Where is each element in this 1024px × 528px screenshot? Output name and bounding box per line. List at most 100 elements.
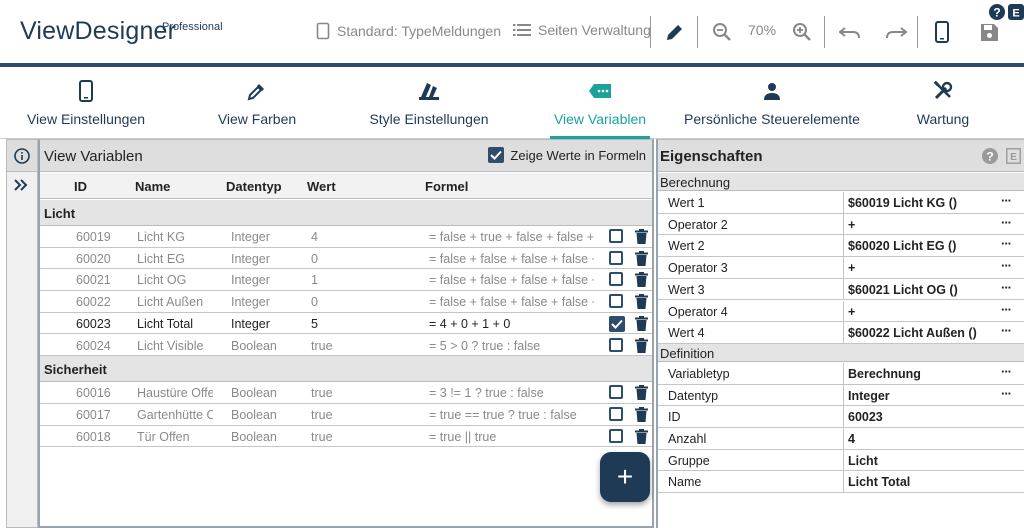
row-value: true	[311, 386, 333, 401]
checkbox[interactable]	[609, 250, 623, 265]
property-row[interactable]: Wert 1 $60019 Licht KG () ···	[658, 192, 1024, 214]
redo-icon[interactable]	[885, 24, 907, 40]
row-type: Integer	[231, 273, 270, 288]
show-values-toggle[interactable]: Zeige Werte in Formeln	[488, 147, 646, 163]
property-row[interactable]: Gruppe Licht	[658, 449, 1024, 472]
more-options-icon[interactable]: ···	[1001, 236, 1012, 252]
table-row[interactable]: 60024 Licht Visible Boolean true = 5 > 0…	[40, 335, 652, 357]
table-row[interactable]: 60023 Licht Total Integer 5 = 4 + 0 + 1 …	[40, 313, 652, 335]
property-row[interactable]: Variabletyp Berechnung ···	[658, 362, 1024, 385]
row-name: Licht EG	[137, 251, 185, 266]
tab-persoenliche-steuerelemente[interactable]: Persönliche Steuerelemente	[684, 67, 860, 139]
trash-icon[interactable]	[635, 337, 648, 353]
checkbox[interactable]	[609, 385, 623, 400]
tab-style-einstellungen[interactable]: Style Einstellungen	[364, 67, 494, 139]
tab-view-variablen[interactable]: View Variablen	[550, 67, 650, 139]
zoom-in-icon[interactable]	[792, 22, 812, 42]
row-id: 60021	[76, 273, 111, 288]
trash-icon[interactable]	[635, 229, 648, 244]
expand-icon[interactable]	[14, 178, 28, 196]
checkbox[interactable]	[609, 294, 623, 309]
property-row[interactable]: Anzahl 4	[658, 428, 1024, 450]
tab-view-einstellungen[interactable]: View Einstellungen	[22, 67, 150, 139]
add-variable-button[interactable]: +	[600, 452, 650, 502]
row-type: Integer	[231, 316, 270, 331]
row-value: 0	[311, 251, 318, 266]
standard-view-button[interactable]: Standard: TypeMeldungen	[316, 22, 501, 40]
property-row[interactable]: Name Licht Total	[658, 471, 1024, 494]
pencil-icon[interactable]	[665, 22, 685, 42]
property-row[interactable]: Wert 2 $60020 Licht EG () ···	[658, 235, 1024, 258]
row-type: Integer	[231, 230, 270, 244]
trash-icon[interactable]	[635, 272, 648, 288]
info-icon	[14, 147, 30, 164]
group-header[interactable]: Licht	[40, 200, 652, 226]
trash-icon[interactable]	[635, 250, 648, 266]
pages-manager-button[interactable]: Seiten Verwaltung	[513, 22, 651, 38]
property-row[interactable]: ID 60023	[658, 406, 1024, 428]
row-formula: = false + false + false + false +	[429, 295, 594, 310]
property-row[interactable]: Datentyp Integer ···	[658, 384, 1024, 407]
undo-icon[interactable]	[839, 24, 861, 40]
checkbox-checked[interactable]	[488, 147, 505, 163]
table-row[interactable]: 60018 Tür Offen Boolean true = true || t…	[40, 426, 652, 448]
property-row[interactable]: Operator 4 + ···	[658, 300, 1024, 323]
checkbox[interactable]	[609, 272, 623, 287]
phone-preview-icon[interactable]	[935, 21, 949, 43]
checkbox[interactable]	[609, 428, 623, 443]
group-name: Licht	[44, 206, 76, 221]
property-label: Operator 3	[668, 261, 728, 276]
row-value: 1	[311, 273, 318, 288]
row-formula: = true || true	[429, 429, 497, 444]
group-name: Sicherheit	[44, 362, 107, 378]
row-value: 5	[311, 316, 318, 331]
more-options-icon[interactable]: ···	[1001, 301, 1012, 317]
row-type: Boolean	[231, 429, 277, 444]
table-row[interactable]: 60022 Licht Außen Integer 0 = false + fa…	[40, 291, 652, 313]
more-options-icon[interactable]: ···	[1001, 193, 1012, 208]
table-row[interactable]: 60020 Licht EG Integer 0 = false + false…	[40, 248, 652, 270]
property-row[interactable]: Operator 3 + ···	[658, 257, 1024, 279]
list-icon	[513, 24, 531, 36]
help-circle-icon[interactable]: ?	[982, 148, 998, 164]
trash-icon[interactable]	[635, 315, 648, 331]
row-type: Boolean	[231, 338, 277, 353]
main-tabs: View Einstellungen View Farben Style Ein…	[0, 67, 1024, 139]
checkbox[interactable]	[609, 229, 623, 243]
more-options-icon[interactable]: ···	[1001, 363, 1012, 379]
tab-wartung[interactable]: Wartung	[908, 67, 978, 139]
checkbox[interactable]	[609, 406, 623, 421]
more-options-icon[interactable]: ···	[1001, 385, 1012, 401]
info-button[interactable]	[7, 140, 37, 172]
checkbox-checked[interactable]	[609, 315, 625, 332]
property-row[interactable]: Wert 4 $60022 Licht Außen () ···	[658, 322, 1024, 344]
more-options-icon[interactable]: ···	[1001, 279, 1012, 295]
trash-icon[interactable]	[635, 406, 648, 422]
more-options-icon[interactable]: ···	[1001, 258, 1012, 274]
property-row[interactable]: Operator 2 + ···	[658, 213, 1024, 236]
trash-icon[interactable]	[635, 428, 648, 444]
active-tab-underline	[550, 136, 650, 139]
table-row[interactable]: 60017 Gartenhütte Offen Boolean true = t…	[40, 404, 652, 426]
save-icon[interactable]	[980, 23, 999, 42]
tab-view-farben[interactable]: View Farben	[204, 67, 310, 139]
help-icon[interactable]: ?	[989, 4, 1005, 20]
expert-mode-icon[interactable]: E	[1006, 148, 1021, 164]
table-row[interactable]: 60016 Haustüre Offen Boolean true = 3 !=…	[40, 382, 652, 404]
trash-icon[interactable]	[635, 294, 648, 310]
trash-icon[interactable]	[635, 385, 648, 401]
group-header[interactable]: Sicherheit	[40, 356, 652, 383]
table-row[interactable]: 60019 Licht KG Integer 4 = false + true …	[40, 226, 652, 248]
checkbox[interactable]	[609, 337, 623, 352]
language-icon[interactable]: E	[1008, 4, 1024, 20]
table-row[interactable]: 60021 Licht OG Integer 1 = false + false…	[40, 269, 652, 292]
properties-title: Eigenschaften	[660, 148, 763, 165]
property-value: $60019 Licht KG ()	[848, 196, 958, 210]
row-value: 4	[311, 230, 318, 244]
col-id: ID	[74, 179, 87, 194]
property-row[interactable]: Wert 3 $60021 Licht OG () ···	[658, 278, 1024, 301]
more-options-icon[interactable]: ···	[1001, 214, 1012, 230]
zoom-out-icon[interactable]	[712, 22, 732, 42]
more-options-icon[interactable]: ···	[1001, 323, 1012, 339]
show-values-label: Zeige Werte in Formeln	[510, 147, 646, 163]
